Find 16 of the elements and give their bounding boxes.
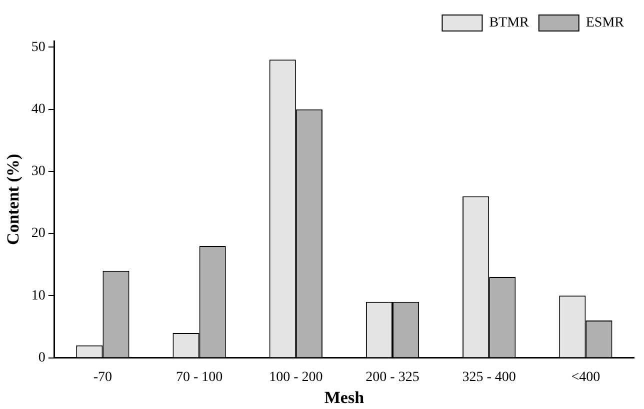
y-tick-label: 0 [38, 350, 46, 366]
y-tick-label: 50 [31, 40, 46, 55]
y-tick-label: 40 [31, 102, 46, 117]
y-tick-label: 30 [31, 164, 46, 180]
x-tick-label: 70 - 100 [176, 370, 223, 385]
x-tick-label: -70 [93, 370, 112, 385]
x-axis-title: Mesh [324, 388, 365, 408]
y-axis-title: Content (%) [4, 154, 23, 245]
x-tick-label: 200 - 325 [366, 370, 420, 385]
x-tick-label: 325 - 400 [462, 370, 516, 385]
legend-label: ESMR [586, 16, 625, 31]
y-tick-label: 10 [31, 288, 46, 304]
y-tick-label: 20 [31, 226, 46, 242]
legend-label: BTMR [489, 16, 530, 31]
x-tick-label: 100 - 200 [269, 370, 323, 385]
x-tick-label: <400 [571, 370, 600, 385]
